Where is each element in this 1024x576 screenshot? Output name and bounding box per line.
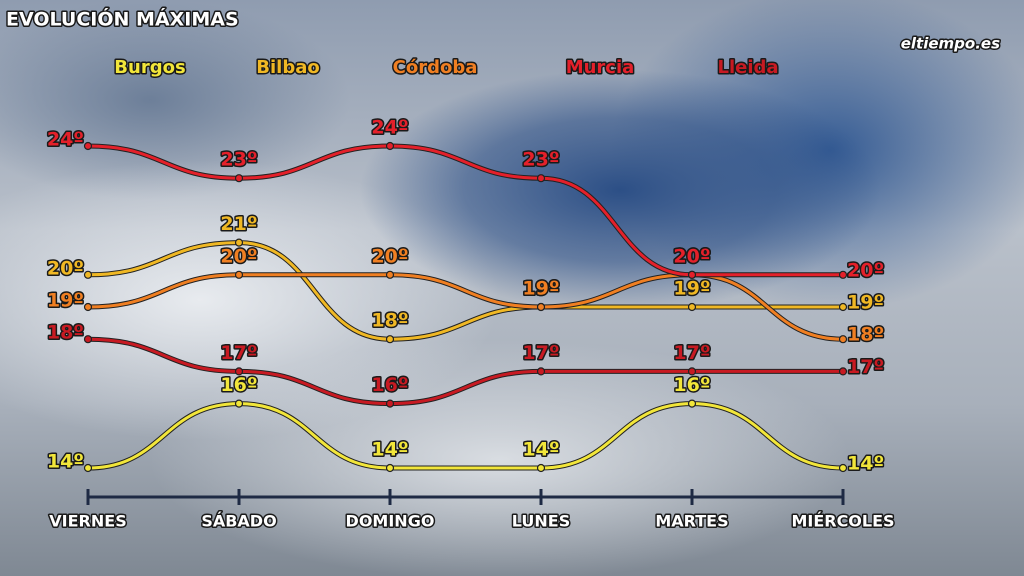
data-label: 18º: [371, 310, 408, 332]
data-point: [234, 399, 244, 408]
data-label: 18º: [47, 322, 84, 344]
x-tick-label: SÁBADO: [201, 512, 276, 531]
data-label: 17º: [847, 356, 884, 378]
x-tick-label: MIÉRCOLES: [791, 512, 894, 531]
data-point: [536, 302, 546, 312]
data-label: 17º: [522, 342, 559, 364]
data-point: [687, 270, 697, 279]
data-point: [536, 463, 546, 473]
legend-entry: Bilbao: [256, 57, 319, 78]
data-label: 19º: [673, 278, 710, 300]
data-label: 14º: [371, 439, 408, 461]
data-label: 16º: [220, 374, 257, 396]
data-label: 24º: [371, 117, 408, 139]
data-point: [385, 399, 395, 408]
data-label: 21º: [220, 213, 257, 235]
data-point: [83, 270, 93, 279]
data-label: 20º: [673, 245, 710, 267]
data-label: 14º: [522, 439, 559, 461]
data-point: [234, 174, 244, 183]
series-line-outline: [87, 401, 844, 471]
data-point: [687, 399, 697, 408]
x-tick-label: DOMINGO: [346, 512, 435, 531]
data-point: [385, 141, 395, 151]
data-label: 17º: [673, 342, 710, 364]
legend-entry: Burgos: [114, 57, 185, 78]
data-point: [536, 174, 546, 183]
chart-title: EVOLUCIÓN MÁXIMAS: [6, 7, 239, 31]
data-label: 16º: [371, 374, 408, 396]
data-label: 16º: [673, 374, 710, 396]
data-label: 20º: [673, 245, 710, 267]
data-label: 19º: [47, 290, 84, 312]
series-line: [87, 273, 844, 341]
data-point: [536, 367, 546, 376]
data-label: 23º: [522, 149, 559, 171]
data-label: 14º: [47, 451, 84, 473]
data-label: 24º: [47, 129, 84, 151]
legend-entry: Córdoba: [393, 57, 478, 78]
data-point: [234, 367, 244, 376]
data-point: [385, 270, 395, 279]
data-point: [83, 335, 93, 344]
data-label: 14º: [847, 453, 884, 475]
data-point: [838, 270, 848, 279]
legend-entry: Lleida: [717, 57, 778, 78]
series-line: [87, 337, 843, 406]
data-label: 19º: [522, 278, 559, 300]
series-line-outline: [87, 143, 843, 278]
data-point: [838, 463, 848, 473]
data-label: 19º: [522, 278, 559, 300]
x-tick-label: MARTES: [655, 512, 728, 531]
data-label: 18º: [847, 324, 884, 346]
data-point: [83, 463, 93, 473]
data-label: 23º: [220, 149, 257, 171]
data-point: [687, 367, 697, 376]
series-line: [87, 241, 843, 341]
data-point: [385, 463, 395, 473]
series-line: [87, 144, 843, 277]
data-label: 20º: [847, 259, 884, 281]
legend-entry: Murcia: [566, 57, 635, 78]
data-point: [83, 302, 93, 312]
data-label: 19º: [847, 292, 884, 314]
x-tick-label: VIERNES: [49, 512, 126, 531]
x-tick-label: LUNES: [512, 512, 570, 531]
data-point: [838, 302, 848, 312]
data-label: 20º: [47, 257, 84, 279]
series-line: [87, 402, 844, 470]
data-label: 20º: [220, 245, 257, 267]
data-point: [83, 141, 93, 151]
data-point: [838, 335, 848, 344]
data-label: 17º: [220, 342, 257, 364]
data-point: [838, 367, 848, 376]
logo: eltiempo.es: [901, 35, 1000, 53]
data-point: [234, 238, 244, 247]
data-point: [687, 302, 697, 312]
data-point: [385, 335, 395, 344]
data-label: 20º: [371, 245, 408, 267]
data-point: [234, 270, 244, 279]
